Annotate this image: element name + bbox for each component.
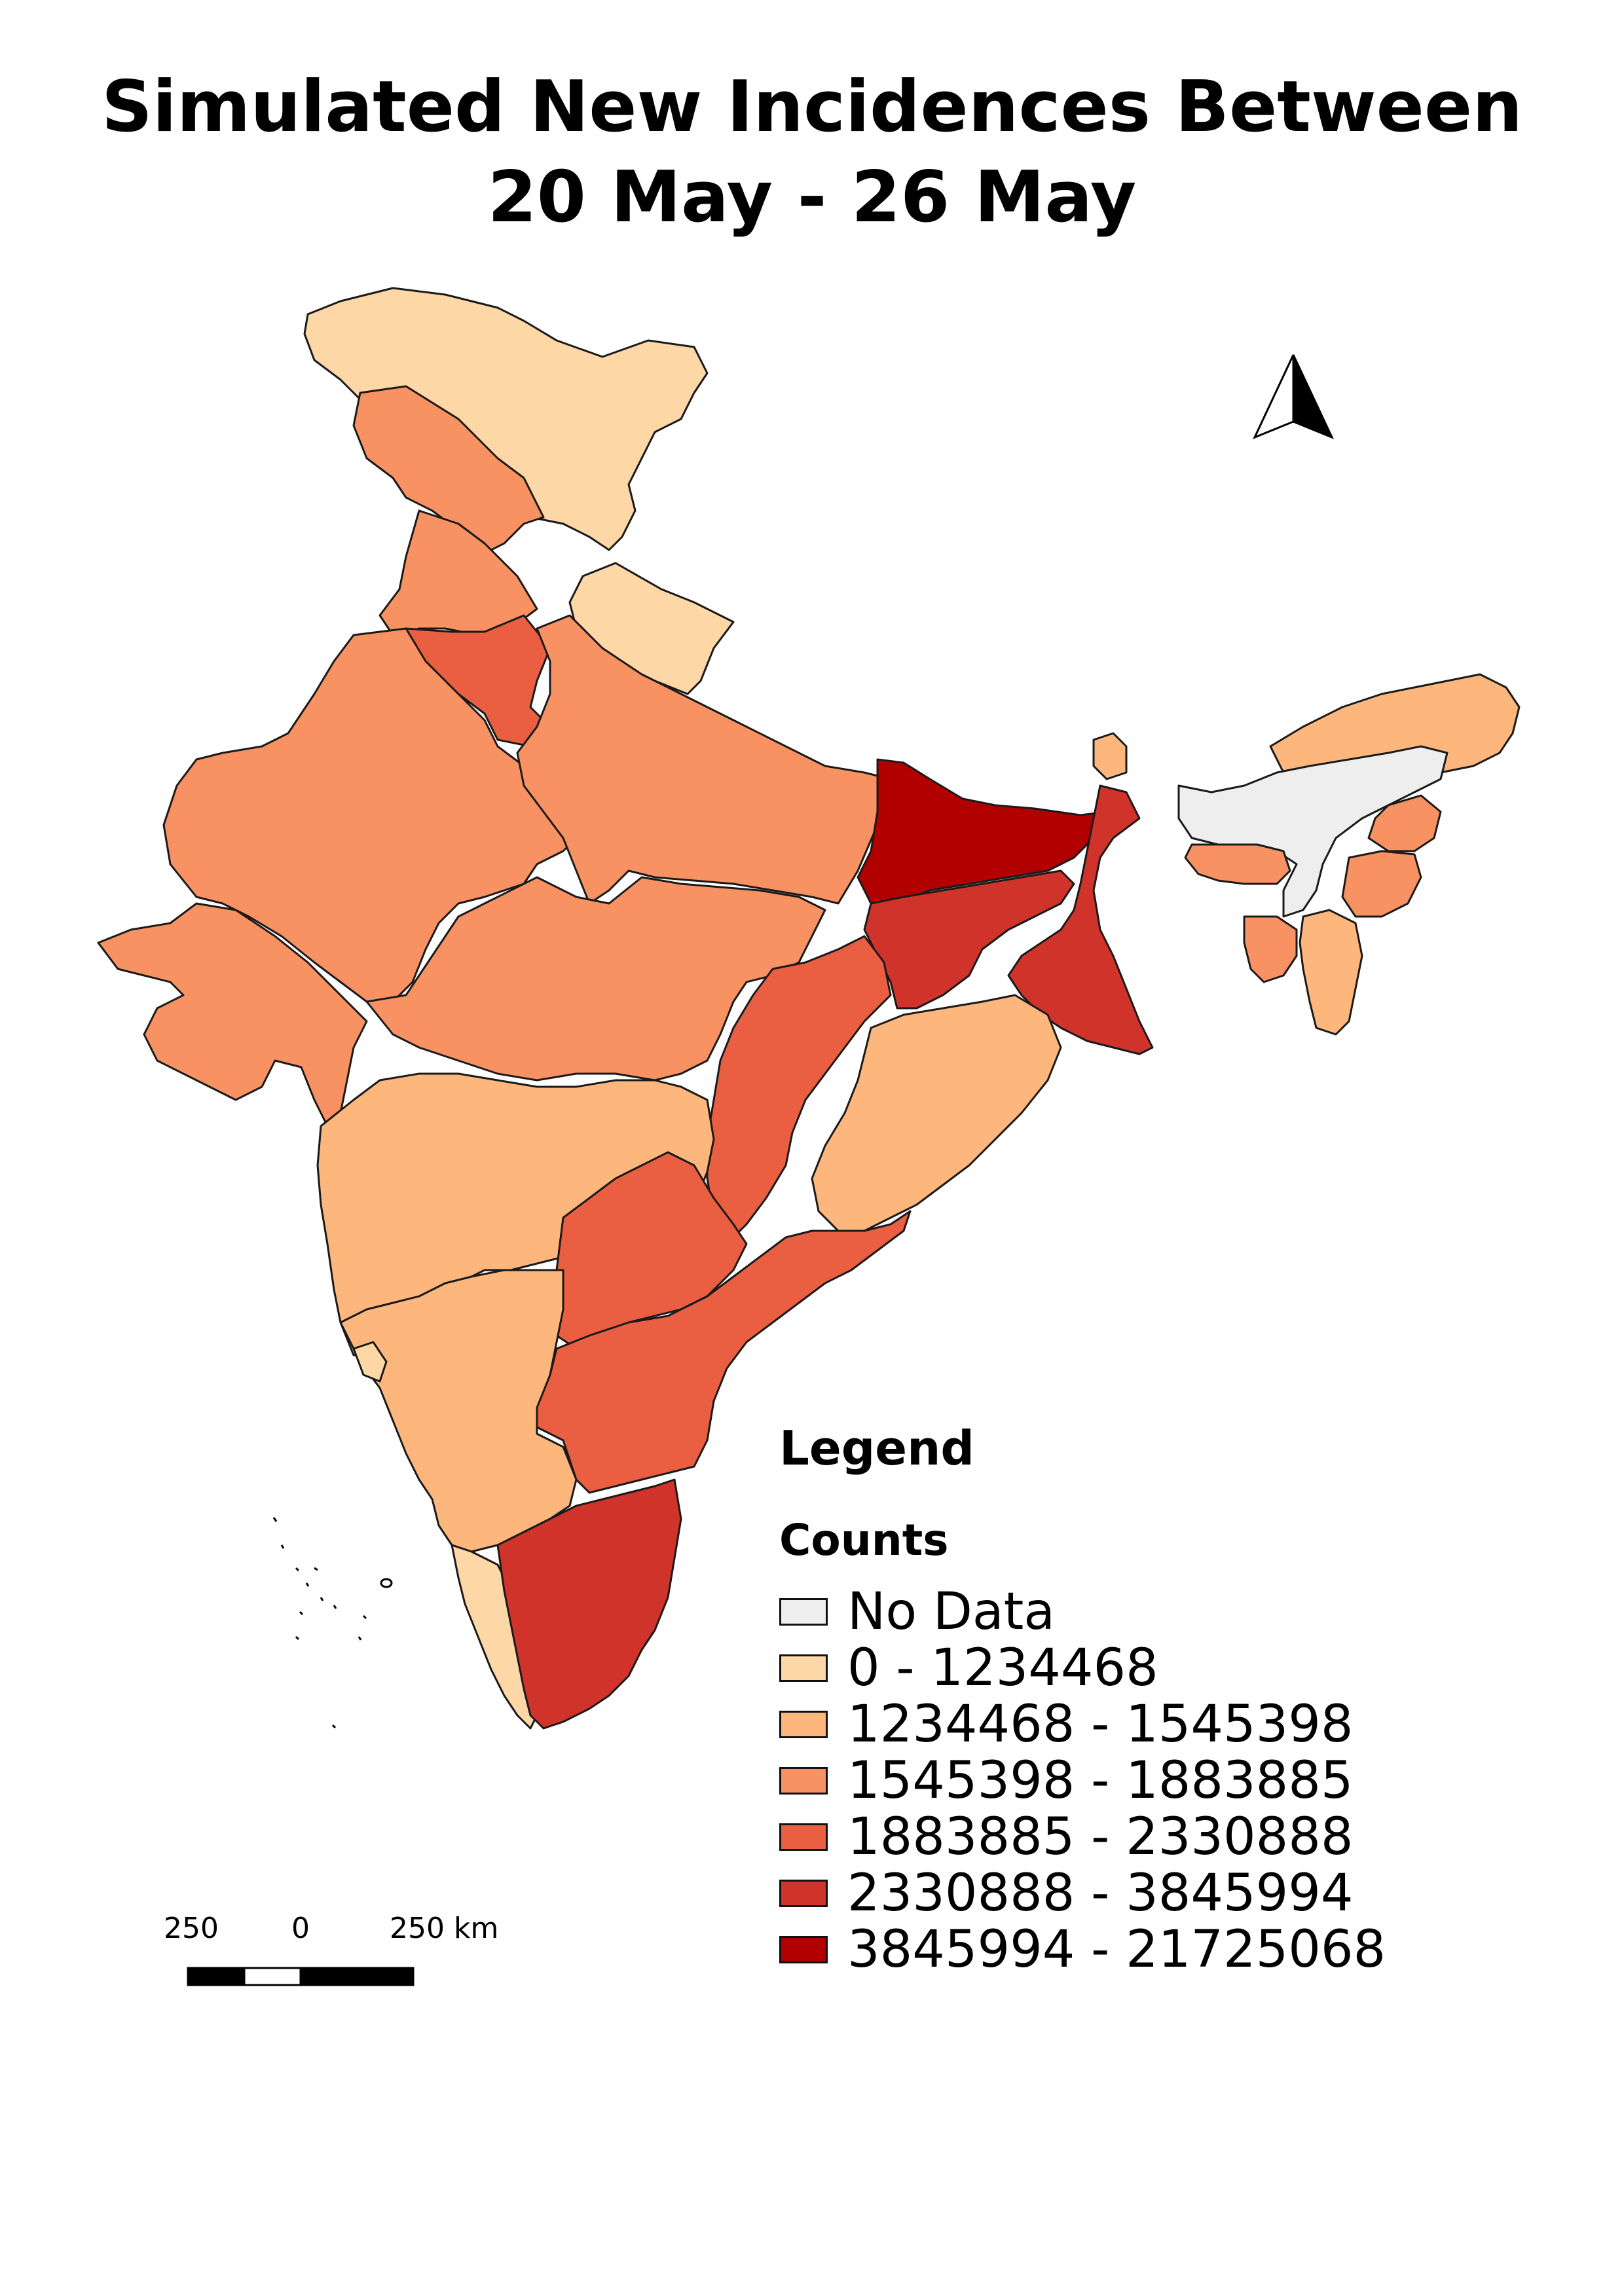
region-karnataka	[339, 1269, 578, 1553]
legend-item-class-5: 2330888 - 3845994	[779, 1864, 1565, 1923]
region-west-bengal	[1007, 784, 1154, 1055]
region-chhattisgarh	[706, 935, 892, 1245]
region-sikkim	[1092, 732, 1128, 780]
region-uttar-pradesh	[516, 614, 892, 905]
legend-item-class-3: 1545398 - 1883885	[779, 1751, 1565, 1810]
legend: Legend Counts No Data 0 - 1234468 123446…	[779, 1421, 1565, 1979]
region-telangana	[549, 1151, 748, 1350]
region-meghalaya	[1184, 843, 1291, 885]
legend-label: 1883885 - 2330888	[847, 1808, 1354, 1867]
map-title-line-2: 20 May - 26 May	[487, 156, 1137, 238]
legend-label: 1234468 - 1545398	[847, 1695, 1354, 1754]
region-odisha	[811, 994, 1062, 1232]
map-title-line-1: Simulated New Incidences Between	[101, 66, 1522, 148]
region-tripura	[1243, 915, 1298, 983]
scale-label-zero: 0	[291, 1912, 310, 1945]
legend-label: No Data	[847, 1582, 1056, 1641]
region-goa	[352, 1341, 388, 1383]
region-andhra-pradesh	[536, 1210, 912, 1494]
region-tamil-nadu	[496, 1478, 682, 1730]
north-arrow-icon	[1244, 347, 1342, 454]
scale-label-right: 250 km	[390, 1912, 499, 1945]
region-bihar	[857, 758, 1108, 905]
legend-item-class-2: 1234468 - 1545398	[779, 1695, 1565, 1754]
region-nagaland	[1367, 794, 1442, 852]
map-title: Simulated New Incidences Between 20 May …	[0, 62, 1624, 243]
legend-label: 3845994 - 21725068	[847, 1920, 1386, 1979]
legend-item-class-1: 0 - 1234468	[779, 1639, 1565, 1698]
legend-item-class-4: 1883885 - 2330888	[779, 1808, 1565, 1867]
legend-swatch	[779, 1711, 828, 1738]
legend-swatch	[779, 1767, 828, 1795]
scale-bar-graphic	[187, 1967, 415, 1986]
islands	[272, 1517, 393, 1729]
legend-swatch	[779, 1880, 828, 1907]
legend-swatch	[779, 1654, 828, 1682]
legend-swatch	[779, 1823, 828, 1851]
legend-heading: Legend	[779, 1421, 974, 1476]
region-madhya-pradesh	[365, 876, 826, 1082]
legend-label: 1545398 - 1883885	[847, 1751, 1354, 1810]
region-mizoram	[1299, 909, 1363, 1036]
legend-item-no-data: No Data	[779, 1582, 1565, 1641]
legend-label: 0 - 1234468	[847, 1639, 1158, 1698]
legend-subheading: Counts	[779, 1515, 949, 1565]
legend-item-class-6: 3845994 - 21725068	[779, 1920, 1565, 1979]
region-gujarat	[97, 902, 368, 1127]
legend-swatch	[779, 1598, 828, 1626]
legend-label: 2330888 - 3845994	[847, 1864, 1354, 1923]
region-jharkhand	[863, 869, 1075, 1010]
scale-label-left: 250	[164, 1912, 219, 1945]
legend-swatch	[779, 1936, 828, 1963]
region-manipur	[1341, 850, 1422, 918]
